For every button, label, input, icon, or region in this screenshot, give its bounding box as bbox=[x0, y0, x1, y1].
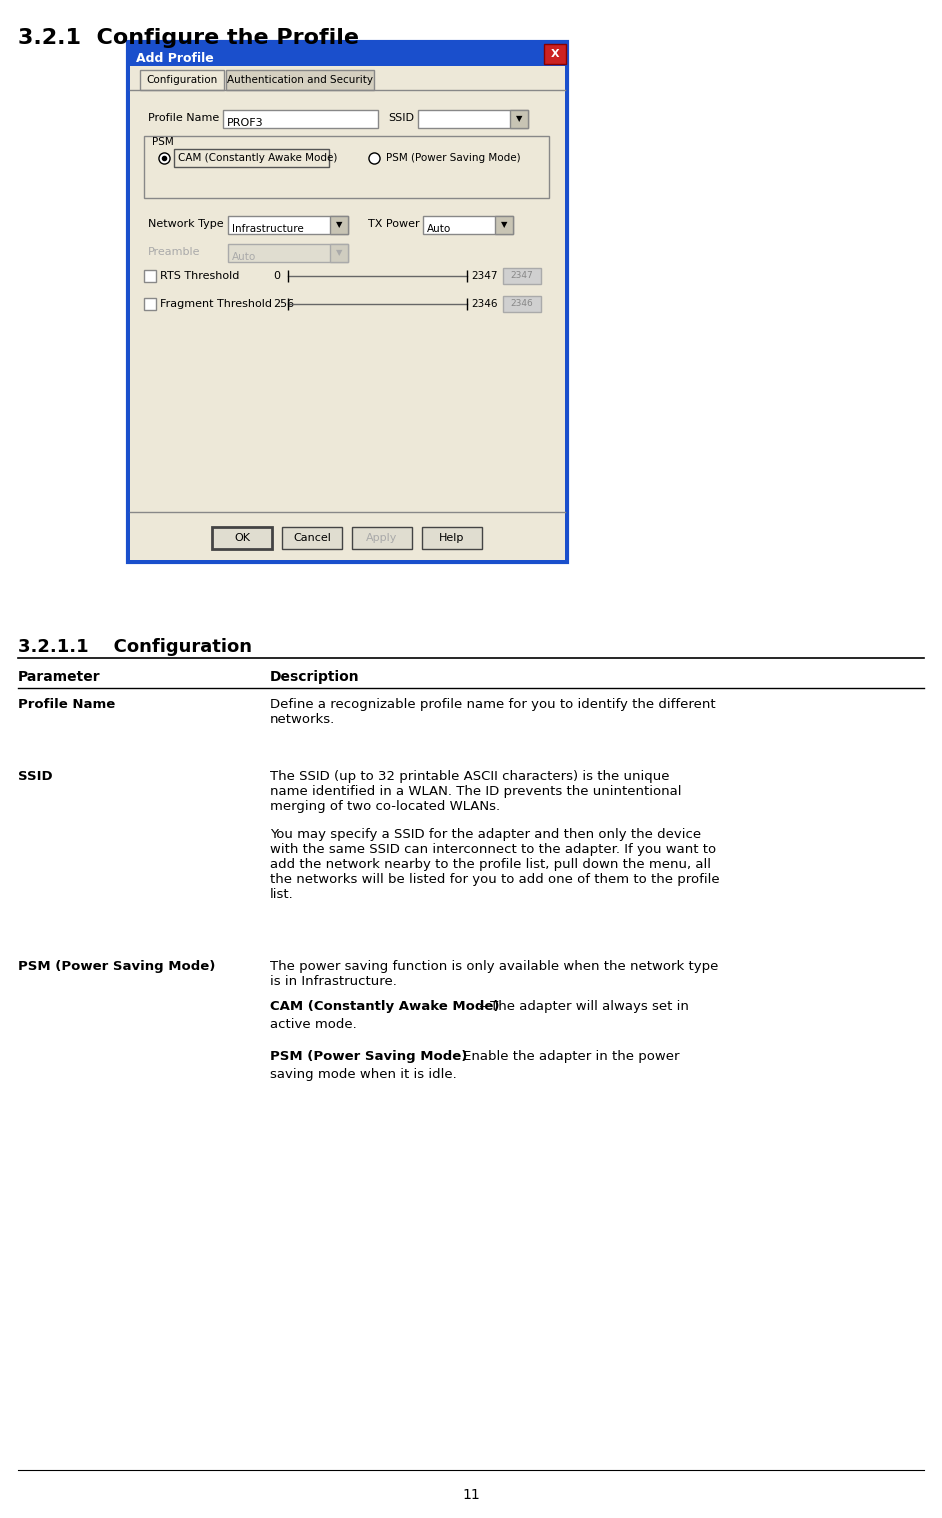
Bar bbox=[422, 527, 482, 550]
Bar bbox=[226, 70, 374, 90]
Bar bbox=[503, 296, 541, 313]
Text: Auto: Auto bbox=[232, 252, 256, 263]
Bar bbox=[330, 216, 348, 234]
Text: ▼: ▼ bbox=[501, 220, 507, 229]
Text: 2346: 2346 bbox=[471, 299, 497, 310]
Text: 3.2.1.1    Configuration: 3.2.1.1 Configuration bbox=[18, 638, 252, 656]
Text: saving mode when it is idle.: saving mode when it is idle. bbox=[270, 1069, 457, 1081]
Text: 2347: 2347 bbox=[511, 272, 533, 281]
Bar bbox=[144, 270, 156, 282]
Text: 0: 0 bbox=[273, 272, 280, 281]
Text: CAM (Constantly Awake Mode): CAM (Constantly Awake Mode) bbox=[270, 1000, 499, 1013]
Text: Define a recognizable profile name for you to identify the different
networks.: Define a recognizable profile name for y… bbox=[270, 698, 716, 726]
Bar bbox=[130, 65, 565, 560]
Text: CAM (Constantly Awake Mode): CAM (Constantly Awake Mode) bbox=[178, 153, 337, 162]
Text: PSM: PSM bbox=[152, 137, 173, 147]
Text: The power saving function is only available when the network type
is in Infrastr: The power saving function is only availa… bbox=[270, 959, 719, 988]
Text: PROF3: PROF3 bbox=[227, 118, 264, 128]
Text: 3.2.1  Configure the Profile: 3.2.1 Configure the Profile bbox=[18, 27, 359, 49]
Text: 2347: 2347 bbox=[471, 272, 497, 281]
Text: Profile Name: Profile Name bbox=[18, 698, 115, 710]
Text: Authentication and Security: Authentication and Security bbox=[227, 74, 373, 85]
Bar bbox=[174, 149, 329, 167]
Text: Preamble: Preamble bbox=[148, 247, 201, 257]
Text: active mode.: active mode. bbox=[270, 1019, 357, 1031]
Text: Configuration: Configuration bbox=[146, 74, 218, 85]
Text: Network Type: Network Type bbox=[148, 219, 223, 229]
Bar bbox=[128, 43, 567, 65]
Text: 11: 11 bbox=[463, 1488, 479, 1501]
Text: PSM (Power Saving Mode): PSM (Power Saving Mode) bbox=[18, 959, 216, 973]
Text: Auto: Auto bbox=[427, 225, 451, 234]
Text: – Enable the adapter in the power: – Enable the adapter in the power bbox=[448, 1050, 679, 1063]
Text: Apply: Apply bbox=[366, 533, 398, 543]
Bar bbox=[423, 216, 513, 234]
Text: You may specify a SSID for the adapter and then only the device
with the same SS: You may specify a SSID for the adapter a… bbox=[270, 827, 720, 902]
Bar bbox=[144, 137, 549, 197]
Bar bbox=[223, 109, 378, 128]
Text: Add Profile: Add Profile bbox=[136, 53, 214, 65]
Text: OK: OK bbox=[234, 533, 250, 543]
Text: Infrastructure: Infrastructure bbox=[232, 225, 303, 234]
Text: X: X bbox=[551, 49, 560, 59]
Bar bbox=[503, 269, 541, 284]
Text: Parameter: Parameter bbox=[18, 669, 101, 685]
Text: The SSID (up to 32 printable ASCII characters) is the unique
name identified in : The SSID (up to 32 printable ASCII chara… bbox=[270, 770, 681, 814]
Text: SSID: SSID bbox=[18, 770, 53, 783]
Bar bbox=[544, 44, 566, 64]
Text: TX Power: TX Power bbox=[368, 219, 419, 229]
Text: RTS Threshold: RTS Threshold bbox=[160, 272, 239, 281]
Text: SSID: SSID bbox=[388, 112, 414, 123]
Bar bbox=[352, 527, 412, 550]
Bar bbox=[228, 216, 348, 234]
Text: 2346: 2346 bbox=[511, 299, 533, 308]
Text: Description: Description bbox=[270, 669, 360, 685]
Bar bbox=[495, 216, 513, 234]
Text: – The adapter will always set in: – The adapter will always set in bbox=[475, 1000, 689, 1013]
Text: ▼: ▼ bbox=[335, 249, 342, 258]
Bar bbox=[144, 298, 156, 310]
Bar bbox=[418, 109, 528, 128]
Text: 256: 256 bbox=[273, 299, 294, 310]
Text: Cancel: Cancel bbox=[293, 533, 331, 543]
Text: ▼: ▼ bbox=[335, 220, 342, 229]
Text: ▼: ▼ bbox=[516, 114, 522, 123]
Text: Help: Help bbox=[439, 533, 464, 543]
Bar bbox=[282, 527, 342, 550]
Bar bbox=[228, 244, 348, 263]
Bar bbox=[140, 70, 224, 90]
Bar bbox=[212, 527, 272, 550]
Text: PSM (Power Saving Mode): PSM (Power Saving Mode) bbox=[270, 1050, 467, 1063]
Text: PSM (Power Saving Mode): PSM (Power Saving Mode) bbox=[386, 153, 521, 162]
Text: Fragment Threshold: Fragment Threshold bbox=[160, 299, 272, 310]
Text: Profile Name: Profile Name bbox=[148, 112, 219, 123]
Bar bbox=[510, 109, 528, 128]
Bar bbox=[128, 43, 567, 562]
Bar bbox=[330, 244, 348, 263]
